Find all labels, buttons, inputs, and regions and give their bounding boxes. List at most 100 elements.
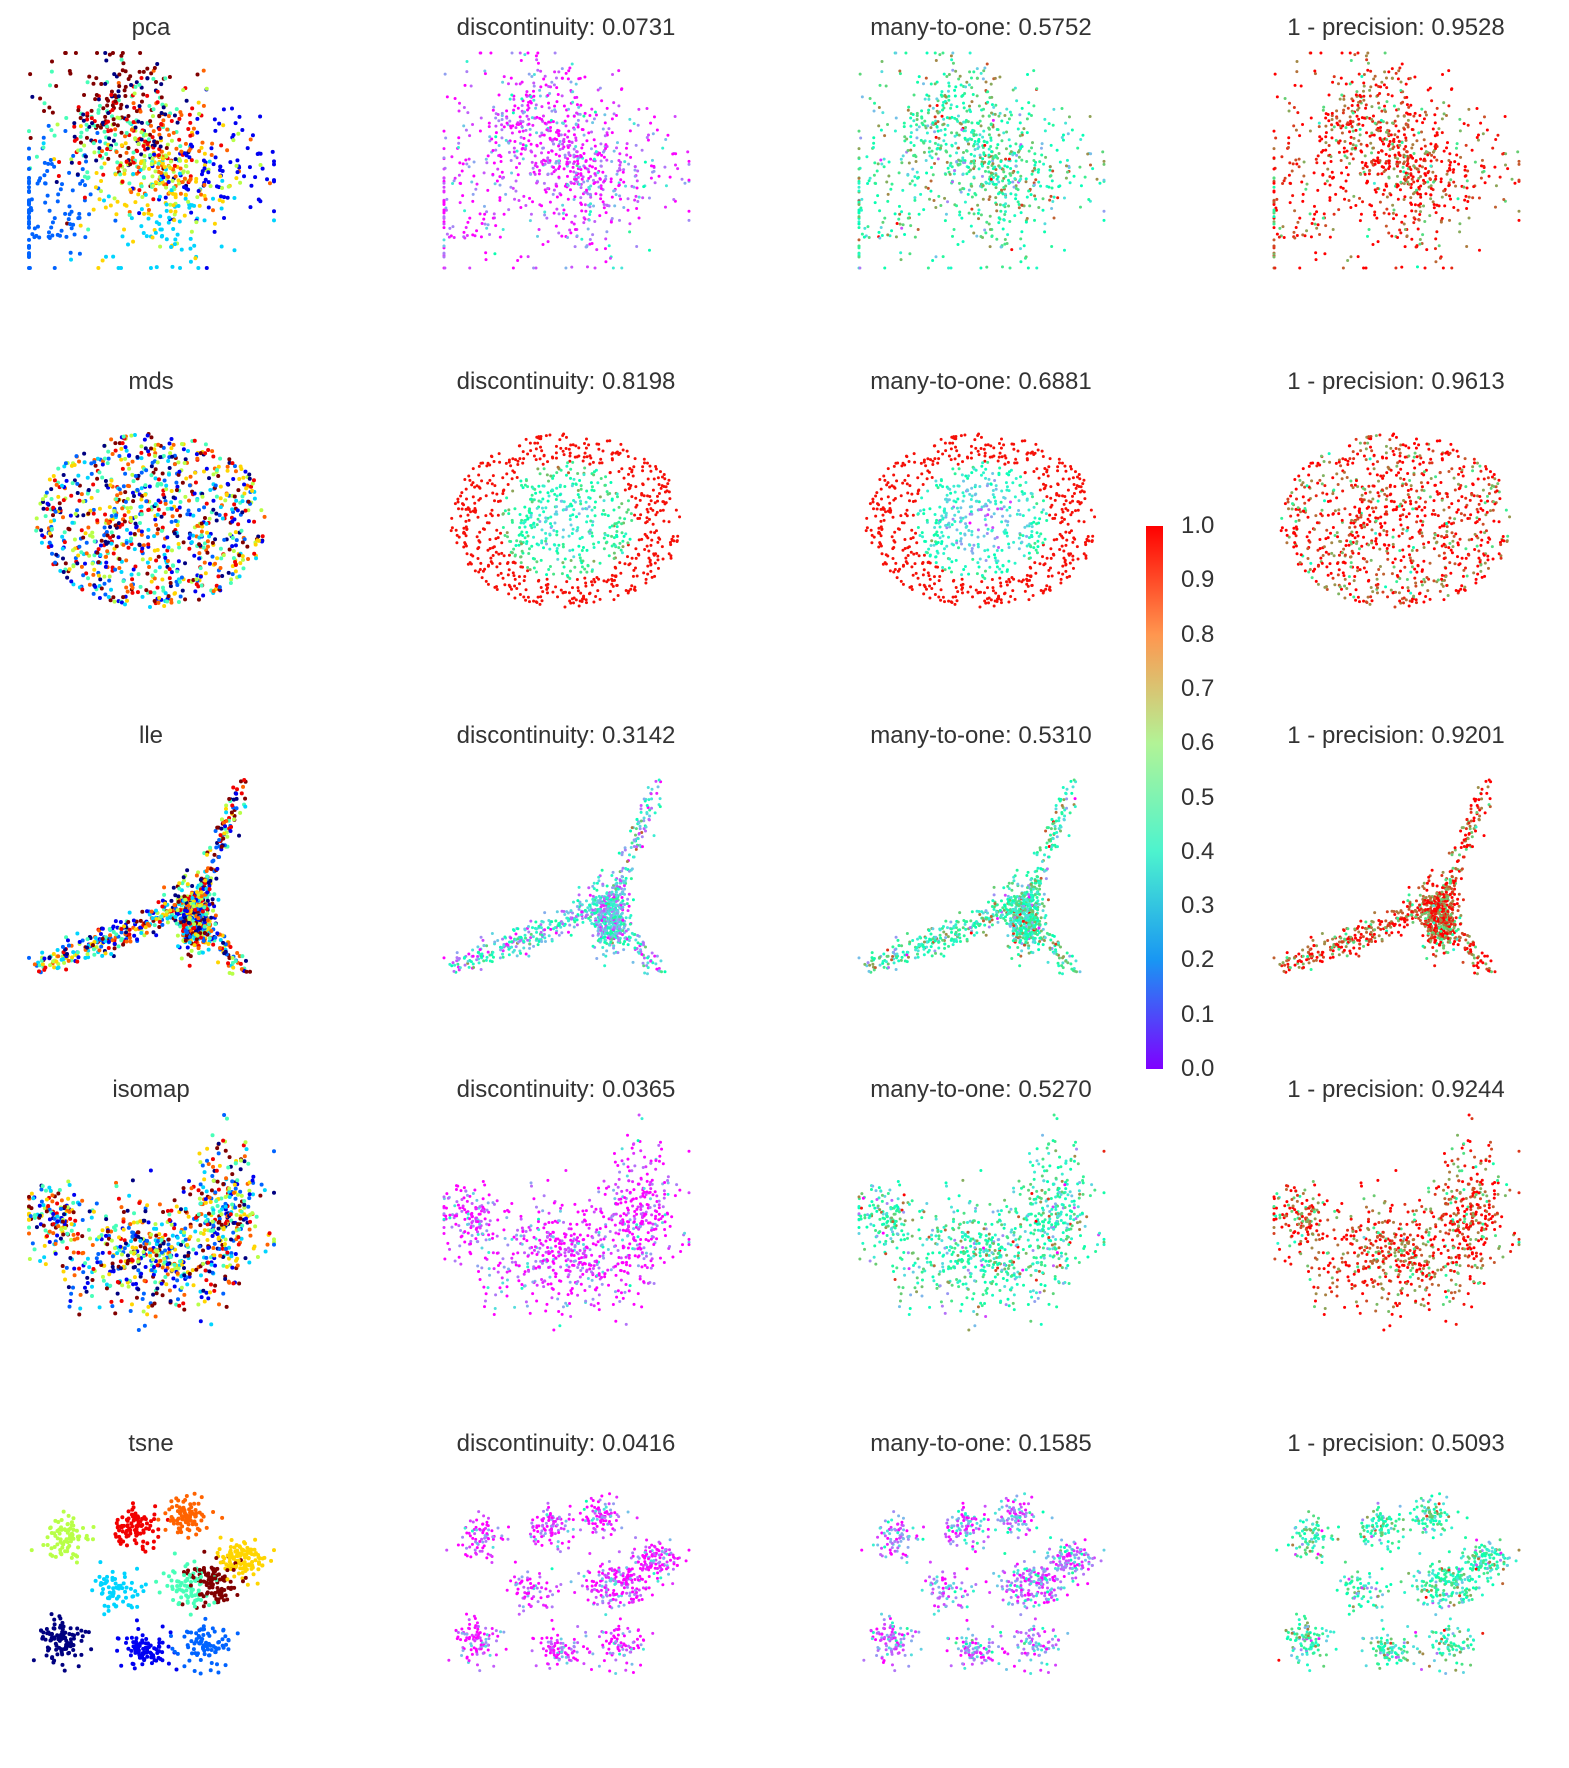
point <box>574 177 578 181</box>
point <box>176 116 181 121</box>
point <box>152 168 157 173</box>
point <box>1341 108 1345 112</box>
point <box>560 433 564 437</box>
point <box>1462 121 1466 125</box>
point <box>484 493 488 497</box>
point <box>170 562 175 567</box>
point <box>905 172 909 176</box>
point <box>102 129 107 134</box>
point <box>199 140 204 145</box>
point <box>499 127 503 131</box>
point <box>1397 65 1401 69</box>
point <box>69 520 74 525</box>
point <box>1411 220 1415 224</box>
point <box>154 483 159 488</box>
point <box>178 166 183 171</box>
point <box>488 51 492 54</box>
point <box>128 189 133 194</box>
point <box>857 225 860 229</box>
point <box>495 179 499 183</box>
point <box>1014 98 1018 102</box>
point <box>574 597 578 601</box>
point <box>531 599 535 603</box>
point <box>1365 51 1369 54</box>
point <box>1370 162 1374 166</box>
point <box>204 521 209 526</box>
point <box>563 590 567 594</box>
point <box>1364 130 1368 134</box>
point <box>183 476 188 481</box>
point <box>72 134 77 139</box>
point <box>1357 122 1361 126</box>
point <box>999 118 1003 122</box>
point <box>1402 147 1406 151</box>
point <box>1439 179 1443 183</box>
point <box>73 50 78 55</box>
point <box>1272 188 1275 192</box>
point <box>1349 135 1353 139</box>
point <box>505 121 509 125</box>
point <box>1375 186 1379 190</box>
point <box>593 144 597 148</box>
point <box>50 505 55 510</box>
point <box>511 186 515 190</box>
point <box>541 77 545 81</box>
point <box>655 557 659 561</box>
point <box>536 542 540 546</box>
point <box>145 210 150 215</box>
point <box>611 189 615 193</box>
point <box>628 561 632 565</box>
point <box>94 130 99 135</box>
point <box>1409 237 1413 241</box>
point <box>1355 51 1359 54</box>
point <box>572 197 576 201</box>
point <box>1328 235 1332 239</box>
point <box>1384 152 1388 156</box>
point <box>242 469 247 474</box>
point <box>139 511 144 516</box>
point <box>972 211 976 215</box>
point <box>933 205 937 209</box>
point <box>193 176 198 181</box>
point <box>576 105 580 109</box>
point <box>520 124 524 128</box>
point <box>1363 266 1367 269</box>
point <box>857 244 860 248</box>
point <box>227 546 232 551</box>
point <box>215 573 220 578</box>
point <box>935 124 939 128</box>
point <box>545 186 549 190</box>
point <box>1312 204 1316 208</box>
point <box>1388 192 1392 196</box>
point <box>1372 209 1376 213</box>
point <box>78 549 83 554</box>
point <box>544 83 548 87</box>
point <box>152 548 157 553</box>
point <box>1414 118 1418 122</box>
point <box>937 136 941 140</box>
point <box>161 511 166 516</box>
point <box>936 142 940 146</box>
point <box>664 484 668 488</box>
point <box>104 482 109 487</box>
point <box>598 457 602 461</box>
point <box>129 215 134 220</box>
point <box>975 142 979 146</box>
point <box>987 132 991 136</box>
point <box>521 456 525 460</box>
point <box>499 540 503 544</box>
point <box>1365 234 1369 238</box>
point <box>899 209 903 213</box>
point <box>59 228 64 233</box>
point <box>136 542 141 547</box>
point <box>872 101 876 105</box>
point <box>128 505 133 510</box>
point <box>1395 156 1399 160</box>
point <box>460 168 464 172</box>
point <box>644 515 648 519</box>
point <box>246 499 251 504</box>
point <box>201 182 206 187</box>
point <box>1090 166 1094 170</box>
point <box>182 150 187 155</box>
point <box>213 154 218 159</box>
